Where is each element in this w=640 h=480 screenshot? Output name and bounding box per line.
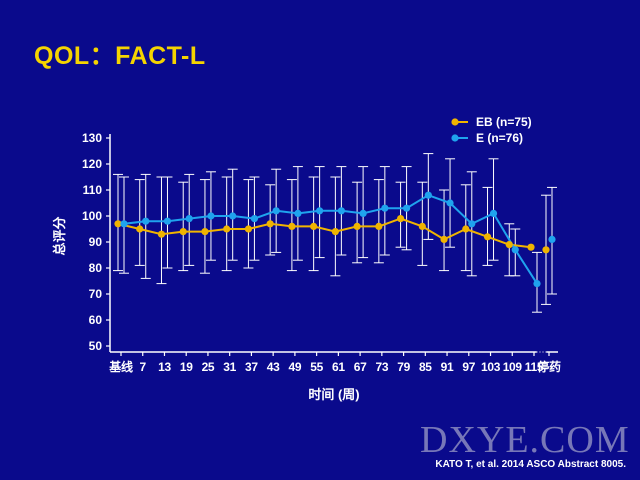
data-point-e	[489, 209, 498, 217]
y-tick-label: 60	[89, 313, 103, 327]
x-tick-label: 103	[481, 360, 501, 374]
data-point-e	[402, 204, 411, 212]
data-point-e	[359, 209, 367, 217]
data-point-eb	[223, 225, 231, 233]
x-tick-label: 115	[525, 360, 544, 374]
y-tick-label: 80	[89, 261, 103, 275]
data-point-eb	[542, 246, 550, 254]
x-axis-title: 时间 (周)	[308, 387, 359, 402]
slide-title: QOL：FACT-L	[34, 42, 206, 70]
data-point-e	[511, 246, 519, 254]
x-tick-label: 31	[223, 360, 236, 374]
x-tick-label: 19	[180, 360, 193, 374]
x-tick-label: 7	[140, 360, 147, 374]
data-point-eb	[440, 235, 448, 243]
data-point-e	[294, 209, 302, 217]
x-tick-label: 43	[267, 360, 280, 374]
watermark: DXYE.COM	[420, 419, 630, 461]
data-point-e	[533, 280, 541, 288]
data-point-eb	[288, 222, 296, 230]
y-axis-title: 总评分	[52, 216, 67, 255]
x-tick-label: 91	[441, 360, 454, 374]
data-point-eb	[505, 241, 513, 249]
data-point-eb	[266, 220, 274, 228]
data-point-e	[548, 235, 556, 243]
data-point-eb	[201, 228, 209, 236]
x-tick-label: 79	[397, 360, 410, 374]
data-point-e	[229, 212, 237, 220]
data-point-e	[468, 220, 476, 228]
data-point-eb	[136, 225, 144, 233]
data-point-eb	[157, 230, 166, 238]
x-tick-label: 基线	[108, 359, 133, 374]
data-point-e	[381, 204, 389, 212]
legend-swatch-marker-e	[451, 134, 459, 142]
y-tick-label: 120	[82, 157, 102, 171]
x-tick-label: 49	[289, 360, 302, 374]
legend-label-eb: EB (n=75)	[476, 115, 532, 129]
data-point-e	[185, 215, 193, 223]
data-point-e	[446, 199, 454, 207]
data-point-eb	[396, 215, 405, 223]
y-tick-label: 110	[83, 183, 103, 197]
data-point-eb	[462, 225, 470, 233]
y-tick-label: 50	[89, 339, 103, 353]
data-point-eb	[244, 225, 253, 233]
data-point-eb	[179, 228, 187, 236]
y-tick-label: 100	[82, 209, 102, 223]
data-point-eb	[331, 228, 339, 236]
x-tick-label: 73	[375, 360, 388, 374]
data-point-e	[316, 207, 324, 215]
x-tick-label: 61	[332, 360, 345, 374]
x-tick-label: 67	[354, 360, 367, 374]
data-point-e	[250, 215, 259, 223]
x-tick-label: 停药	[537, 359, 561, 374]
data-point-eb	[114, 220, 122, 228]
data-point-e	[142, 217, 150, 225]
x-tick-label: 13	[158, 360, 171, 374]
data-point-e	[163, 217, 172, 225]
series-line-eb	[117, 217, 532, 249]
data-point-e	[337, 207, 345, 215]
y-tick-label: 90	[89, 235, 103, 249]
data-point-e	[120, 220, 128, 228]
x-tick-label: 37	[245, 360, 258, 374]
legend-label-e: E (n=76)	[476, 131, 523, 145]
data-point-e	[207, 212, 215, 220]
data-point-eb	[527, 243, 535, 251]
data-point-eb	[353, 222, 361, 230]
x-tick-label: 25	[202, 360, 215, 374]
x-tick-label: 109	[503, 360, 523, 374]
legend-swatch-marker-eb	[451, 118, 459, 126]
series-line-e	[123, 194, 538, 285]
data-point-e	[424, 191, 432, 199]
data-point-eb	[483, 233, 492, 241]
x-tick-label: 55	[310, 360, 323, 374]
data-point-eb	[310, 222, 318, 230]
x-tick-label: 97	[462, 360, 475, 374]
data-point-eb	[375, 222, 383, 230]
y-tick-label: 70	[89, 287, 103, 301]
data-point-eb	[418, 222, 426, 230]
x-tick-label: 85	[419, 360, 432, 374]
citation: KATO T, et al. 2014 ASCO Abstract 8005.	[435, 459, 626, 470]
data-point-e	[272, 207, 280, 215]
y-tick-label: 130	[82, 131, 102, 145]
